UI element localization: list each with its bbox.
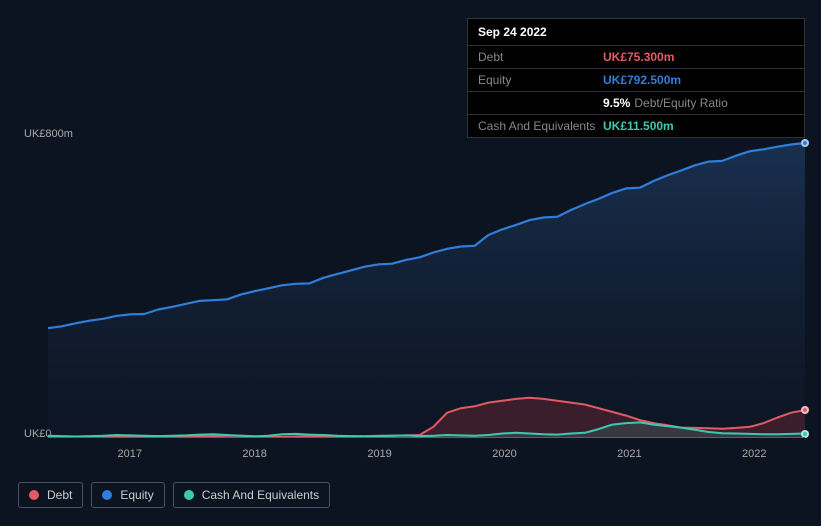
tooltip-row: 9.5%Debt/Equity Ratio <box>468 92 804 115</box>
tooltip-row-value: UK£792.500m <box>603 73 681 87</box>
tooltip-row: EquityUK£792.500m <box>468 69 804 92</box>
legend-item-debt[interactable]: Debt <box>18 482 83 508</box>
x-axis-label: 2020 <box>492 448 516 460</box>
tooltip-rows: DebtUK£75.300mEquityUK£792.500m9.5%Debt/… <box>468 46 804 137</box>
tooltip-row-label: Equity <box>478 73 603 87</box>
tooltip-row: Cash And EquivalentsUK£11.500m <box>468 115 804 137</box>
tooltip-date: Sep 24 2022 <box>468 19 804 46</box>
legend-dot <box>29 490 39 500</box>
tooltip-row-value: 9.5%Debt/Equity Ratio <box>603 96 728 110</box>
legend-label: Cash And Equivalents <box>202 488 319 502</box>
x-axis-label: 2017 <box>118 448 142 460</box>
x-axis-label: 2022 <box>742 448 766 460</box>
legend-dot <box>184 490 194 500</box>
chart-legend: Debt Equity Cash And Equivalents <box>18 482 330 508</box>
chart-svg <box>48 140 805 438</box>
series-end-dot-cash <box>801 430 809 438</box>
series-end-dot-debt <box>801 406 809 414</box>
tooltip-row-suffix: Debt/Equity Ratio <box>634 96 727 110</box>
series-end-dot-equity <box>801 139 809 147</box>
tooltip-row-label: Debt <box>478 50 603 64</box>
x-axis-label: 2021 <box>617 448 641 460</box>
y-axis-label-max: UK£800m <box>24 128 73 140</box>
legend-label: Equity <box>120 488 153 502</box>
tooltip-row-label: Cash And Equivalents <box>478 119 603 133</box>
tooltip-row-value: UK£11.500m <box>603 119 674 133</box>
chart-plot-area[interactable] <box>48 140 805 438</box>
x-axis-label: 2019 <box>367 448 391 460</box>
tooltip-row-value: UK£75.300m <box>603 50 674 64</box>
tooltip-row-label <box>478 96 603 110</box>
legend-item-equity[interactable]: Equity <box>91 482 164 508</box>
tooltip-row: DebtUK£75.300m <box>468 46 804 69</box>
legend-item-cash-and-equivalents[interactable]: Cash And Equivalents <box>173 482 330 508</box>
legend-label: Debt <box>47 488 72 502</box>
legend-dot <box>102 490 112 500</box>
x-axis-label: 2018 <box>242 448 266 460</box>
chart-container: { "tooltip": { "date": "Sep 24 2022", "r… <box>0 0 821 526</box>
tooltip-box: Sep 24 2022 DebtUK£75.300mEquityUK£792.5… <box>467 18 805 138</box>
